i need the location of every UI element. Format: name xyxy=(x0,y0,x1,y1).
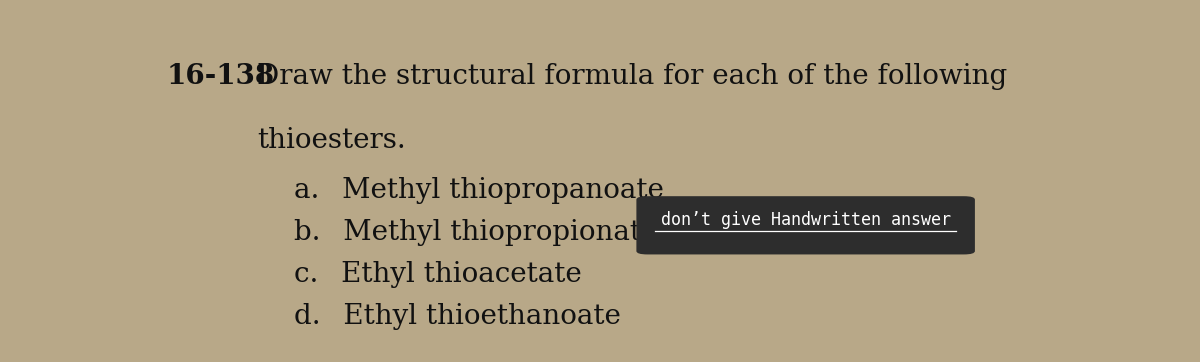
FancyBboxPatch shape xyxy=(636,196,974,254)
Text: b.  Methyl thiopropionate: b. Methyl thiopropionate xyxy=(294,219,658,246)
Text: Draw the structural formula for each of the following: Draw the structural formula for each of … xyxy=(257,63,1007,90)
Text: a.  Methyl thiopropanoate: a. Methyl thiopropanoate xyxy=(294,177,664,204)
Text: c.  Ethyl thioacetate: c. Ethyl thioacetate xyxy=(294,261,582,288)
Text: thioesters.: thioesters. xyxy=(257,127,406,154)
Text: d.  Ethyl thioethanoate: d. Ethyl thioethanoate xyxy=(294,303,622,330)
Text: 16-138: 16-138 xyxy=(167,63,275,90)
Text: don’t give Handwritten answer: don’t give Handwritten answer xyxy=(661,211,950,229)
